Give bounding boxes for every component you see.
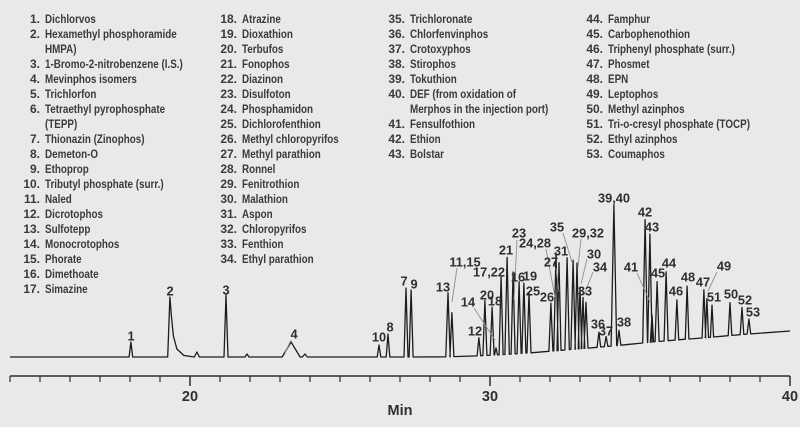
peak-label-29,32: 29,32: [572, 226, 604, 241]
x-axis-tick-label-20: 20: [182, 389, 198, 405]
peak-label-46: 46: [669, 284, 683, 299]
peak-label-44: 44: [662, 256, 677, 271]
peak-label-20: 20: [480, 288, 494, 303]
peak-leader-line-29,32: [577, 238, 582, 268]
peak-label-48: 48: [681, 270, 695, 285]
peak-label-16: 16: [511, 270, 525, 285]
peak-label-4: 4: [290, 327, 298, 342]
peak-label-30: 30: [587, 247, 601, 262]
peak-label-3: 3: [222, 283, 229, 298]
peak-label-51: 51: [707, 290, 721, 305]
peak-label-26: 26: [540, 290, 554, 305]
peak-leader-line-14: [473, 307, 496, 341]
peak-leader-line-4: [284, 339, 292, 354]
peak-label-17,22: 17,22: [473, 265, 505, 280]
peak-leader-line-24,28: [545, 248, 556, 298]
peak-label-14: 14: [461, 295, 476, 310]
peak-label-53: 53: [746, 305, 760, 320]
x-axis-tick-label-30: 30: [482, 389, 498, 405]
peak-label-19: 19: [523, 269, 537, 284]
peak-label-52: 52: [738, 293, 752, 308]
x-axis-tick-label-40: 40: [782, 389, 798, 405]
peak-label-45: 45: [651, 266, 665, 281]
peak-label-18: 18: [488, 294, 502, 309]
peak-label-11,15: 11,15: [449, 255, 480, 270]
peak-label-36: 36: [591, 317, 605, 332]
peak-label-7: 7: [400, 274, 407, 289]
peak-leader-line-27: [555, 267, 560, 293]
peak-label-47: 47: [696, 275, 710, 290]
peak-leader-line-34: [583, 271, 594, 296]
peak-label-49: 49: [717, 259, 731, 274]
chromatogram-trace: [10, 204, 791, 358]
peak-label-50: 50: [724, 287, 738, 302]
peak-label-33: 33: [578, 284, 592, 299]
bottom-margin-strip: [0, 427, 800, 433]
peak-label-9: 9: [410, 277, 417, 292]
peak-label-25: 25: [526, 284, 540, 299]
peak-label-8: 8: [386, 320, 393, 335]
peak-label-42: 42: [638, 205, 652, 220]
peak-label-31: 31: [554, 244, 568, 259]
peak-leader-line-23: [513, 239, 518, 301]
peak-label-37: 37: [599, 324, 613, 339]
peak-label-41: 41: [624, 260, 638, 275]
peak-label-13: 13: [436, 280, 450, 295]
peak-leader-line-30: [580, 258, 588, 285]
peak-label-21: 21: [499, 243, 513, 258]
peak-label-2: 2: [166, 284, 173, 299]
peak-leader-line-11,15: [451, 267, 458, 303]
peak-label-23: 23: [512, 226, 526, 241]
peak-label-10: 10: [372, 330, 386, 345]
peak-label-35: 35: [550, 220, 564, 235]
peak-label-39,40: 39,40: [598, 191, 630, 206]
peak-leader-line-49: [707, 271, 718, 292]
peak-label-43: 43: [645, 220, 659, 235]
peak-label-38: 38: [617, 315, 631, 330]
x-axis-title: Min: [387, 403, 413, 419]
peak-leader-line-35: [562, 232, 573, 263]
peak-label-27: 27: [544, 255, 558, 270]
peak-label-34: 34: [593, 260, 608, 275]
peak-label-24,28: 24,28: [519, 236, 551, 251]
peak-label-12: 12: [468, 324, 482, 339]
peak-leader-line-41: [636, 272, 651, 303]
peak-label-1: 1: [127, 329, 134, 344]
